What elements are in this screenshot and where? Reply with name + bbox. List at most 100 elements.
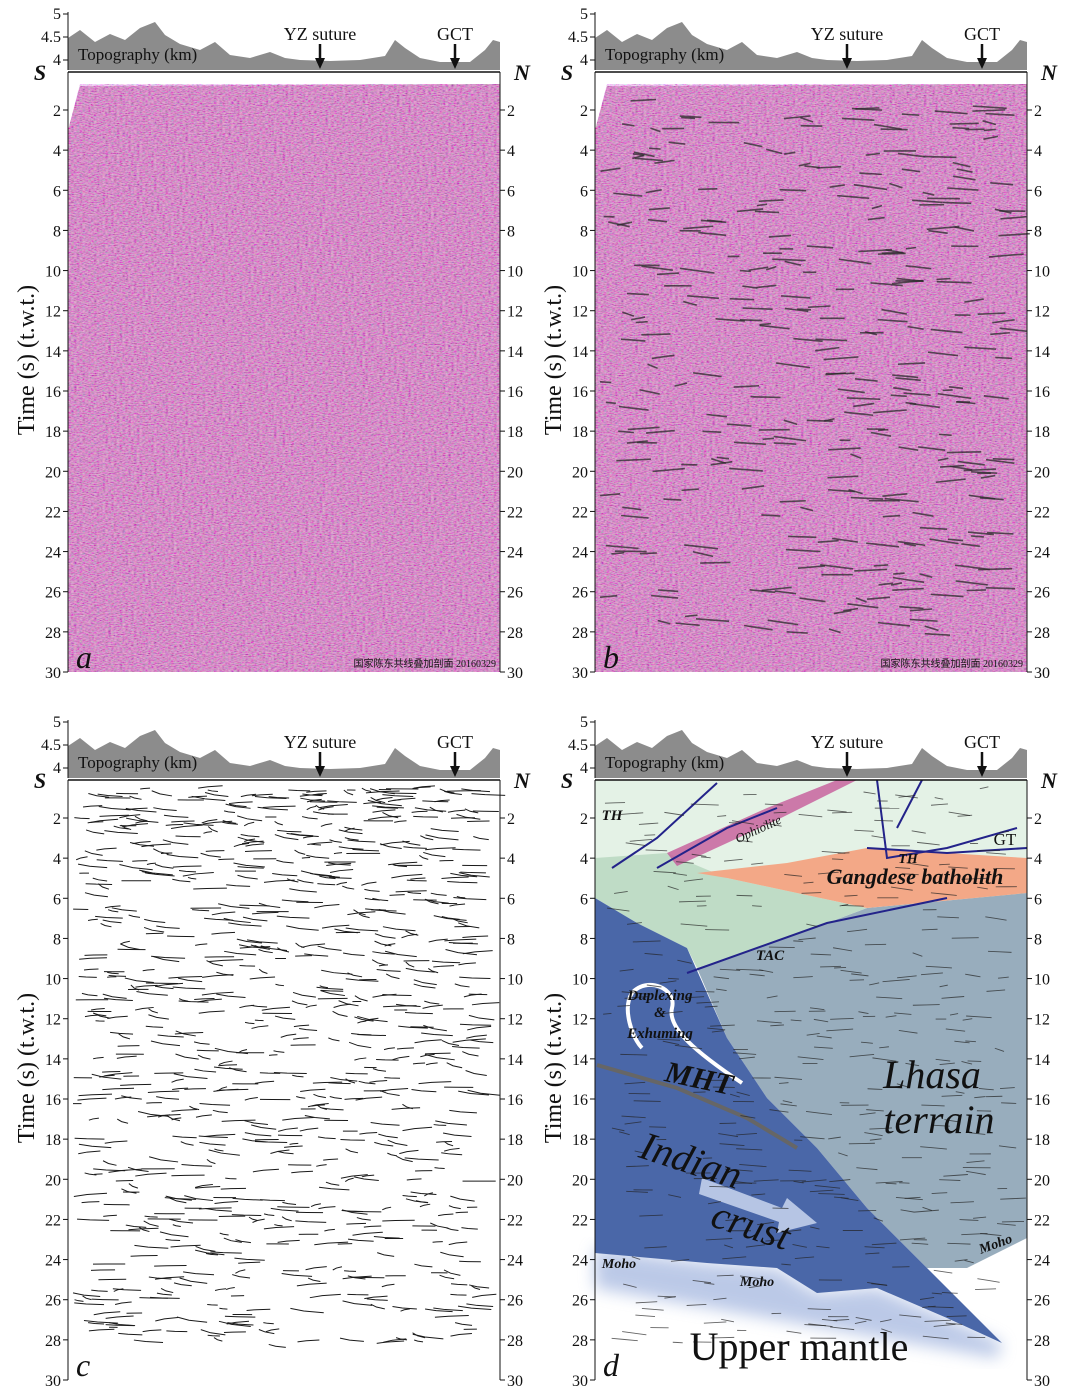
reflector — [299, 1029, 317, 1031]
reflector — [158, 1035, 184, 1037]
reflector — [207, 1159, 215, 1163]
reflector — [451, 1333, 472, 1336]
annotation: & — [654, 1005, 666, 1021]
time-tick-label: 4 — [580, 851, 588, 868]
reflector — [302, 858, 310, 859]
reflector — [446, 1228, 458, 1231]
time-tick-label: 22 — [572, 1212, 588, 1229]
reflector — [444, 939, 476, 941]
reflector — [86, 830, 104, 834]
time-tick-label: 12 — [507, 1012, 523, 1029]
reflector — [755, 211, 779, 212]
reflector — [222, 1120, 256, 1121]
reflector — [292, 1075, 303, 1077]
annotation: TH — [602, 808, 624, 824]
stamp: 国家陈东共线叠加剖面 20160329 — [881, 657, 1024, 670]
reflector — [423, 1005, 443, 1008]
time-tick-label: 8 — [507, 223, 515, 240]
reflector — [93, 878, 107, 881]
reflector — [104, 831, 137, 834]
reflector — [237, 816, 262, 821]
reflector — [82, 1202, 100, 1203]
reflector — [121, 944, 140, 949]
reflector — [421, 1033, 453, 1036]
time-tick-label: 8 — [1034, 931, 1042, 948]
reflector — [184, 1089, 206, 1090]
reflector — [77, 1219, 109, 1220]
time-tick-label: 16 — [1034, 1092, 1050, 1109]
reflector — [377, 1341, 404, 1343]
time-tick-label: 10 — [1034, 972, 1050, 989]
reflector — [136, 991, 167, 995]
reflector — [971, 536, 984, 537]
y-axis-label: Time (s) (t.w.t.) — [14, 993, 40, 1143]
reflector — [171, 1175, 204, 1176]
reflector — [455, 1323, 472, 1326]
reflector — [206, 851, 225, 852]
topography-label: Topography (km) — [605, 45, 724, 64]
reflector — [649, 148, 660, 149]
reflector — [235, 1270, 245, 1274]
topo-tick-label: 5 — [580, 6, 588, 23]
reflector — [441, 1153, 462, 1155]
reflector — [419, 855, 428, 859]
reflector — [135, 1007, 154, 1010]
reflector — [225, 1316, 255, 1317]
reflector — [293, 992, 316, 997]
reflector — [234, 1258, 264, 1260]
reflector — [466, 1071, 487, 1076]
reflector — [269, 1055, 277, 1056]
time-tick-label: 24 — [45, 1253, 61, 1270]
reflector — [226, 885, 250, 887]
reflector — [414, 1340, 423, 1342]
time-tick-label: 30 — [572, 665, 588, 682]
reflector — [237, 875, 257, 879]
reflector — [642, 1308, 664, 1310]
reflector — [199, 1208, 232, 1209]
reflector — [218, 1065, 237, 1066]
reflector — [419, 1082, 452, 1084]
reflector — [93, 1057, 103, 1058]
reflector — [322, 925, 349, 928]
time-tick-label: 28 — [507, 1333, 523, 1350]
reflector — [449, 1110, 477, 1112]
reflector — [797, 309, 811, 310]
time-tick-label: 2 — [580, 811, 588, 828]
reflector — [195, 944, 207, 946]
reflector — [217, 1089, 249, 1090]
reflector — [606, 402, 616, 403]
reflector — [435, 1168, 445, 1169]
time-tick-label: 30 — [507, 665, 523, 682]
reflector — [433, 1242, 443, 1243]
time-tick-label: 22 — [572, 504, 588, 521]
reflector — [403, 847, 426, 849]
reflector — [352, 849, 379, 851]
reflector — [700, 562, 730, 563]
reflector — [250, 977, 275, 979]
reflector — [125, 978, 154, 983]
reflector — [447, 1063, 462, 1068]
time-tick-label: 4 — [1034, 143, 1042, 160]
section — [595, 84, 1030, 672]
reflector — [318, 1137, 336, 1139]
time-tick-label: 28 — [572, 625, 588, 642]
reflector — [295, 956, 312, 957]
reflector — [296, 943, 305, 948]
reflector — [383, 927, 416, 931]
reflector — [310, 1294, 341, 1297]
reflector — [466, 1304, 493, 1307]
reflector — [76, 857, 87, 860]
reflector — [461, 1228, 477, 1230]
time-tick-label: 28 — [45, 1333, 61, 1350]
reflector — [112, 908, 137, 911]
reflector — [388, 862, 417, 864]
reflector — [154, 1265, 186, 1266]
reflector — [339, 830, 363, 834]
reflector — [211, 932, 235, 934]
reflector — [334, 1004, 351, 1007]
time-tick-label: 26 — [1034, 585, 1050, 602]
reflector — [107, 1016, 127, 1018]
reflector — [143, 969, 155, 970]
time-tick-label: 14 — [1034, 1052, 1050, 1069]
